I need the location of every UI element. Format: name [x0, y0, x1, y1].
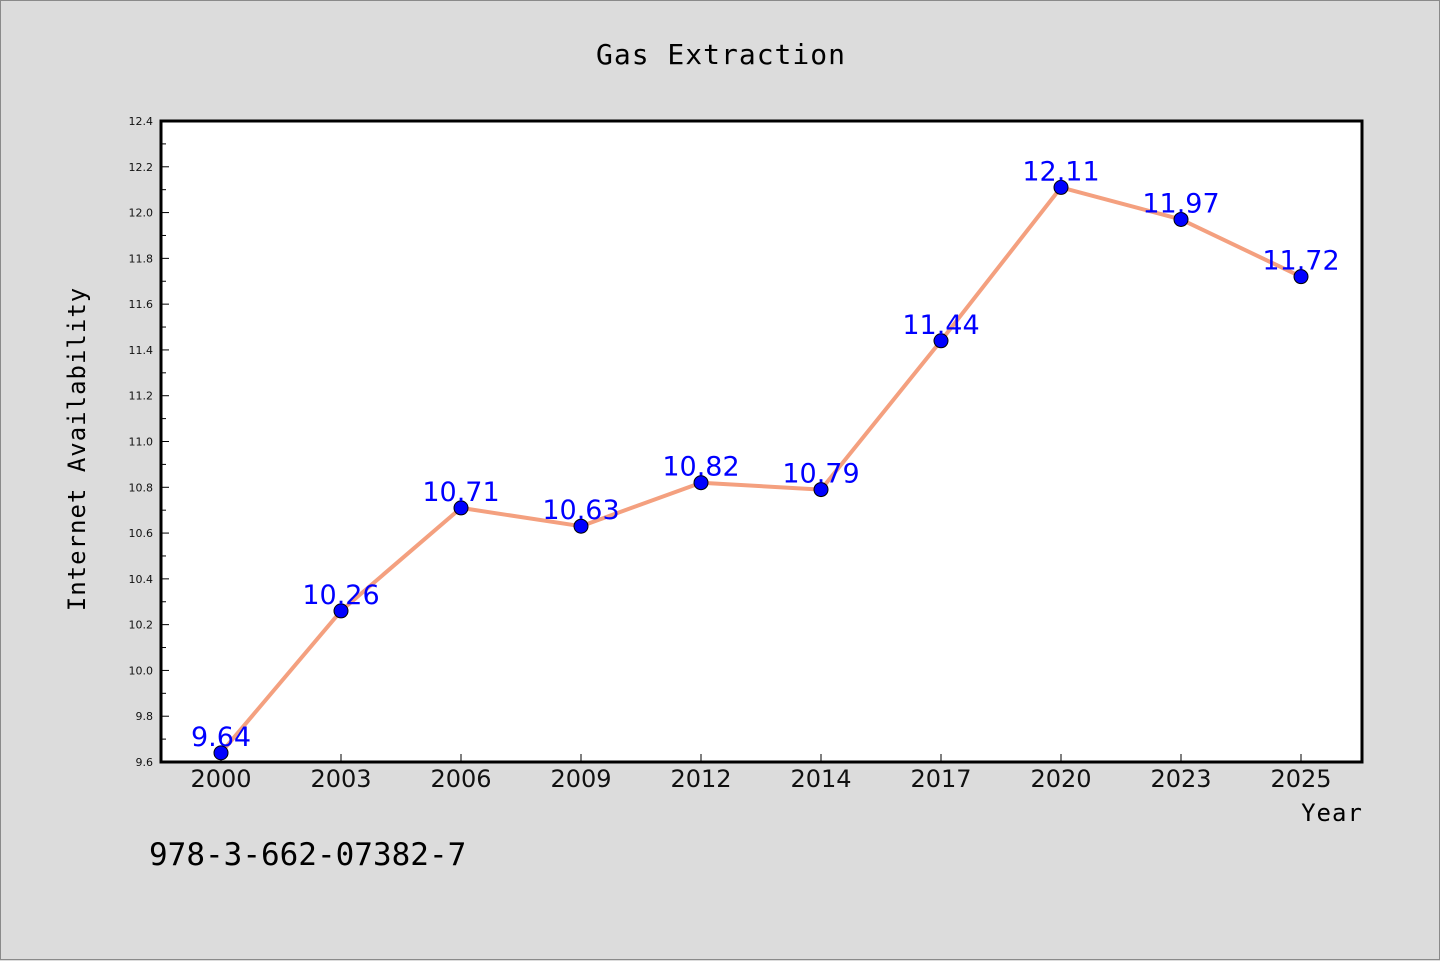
data-label: 10.26	[302, 580, 379, 611]
data-label: 9.64	[191, 722, 251, 753]
y-tick-label: 11.4	[129, 344, 154, 357]
x-tick-label: 2017	[910, 765, 971, 793]
data-labels: 9.64 10.26 10.71 10.63 10.82 10.79 11.44 12.11 1…	[191, 156, 1340, 752]
data-label: 10.82	[662, 452, 739, 483]
data-label: 10.71	[422, 477, 499, 508]
data-point	[1293, 269, 1309, 285]
series-lines	[219, 185, 1303, 755]
data-label: 11.97	[1142, 188, 1219, 219]
x-tick-label: 2023	[1150, 765, 1211, 793]
data-point	[813, 482, 829, 498]
plot-frame	[159, 119, 1364, 764]
y-axis-label: Internet Availability	[63, 287, 91, 611]
x-tick-label: 2014	[790, 765, 851, 793]
data-label: 10.79	[782, 459, 859, 490]
x-tick-label: 2006	[430, 765, 491, 793]
data-label: 11.72	[1262, 246, 1339, 277]
data-point	[1173, 211, 1189, 227]
y-tick-label: 12.2	[129, 161, 154, 174]
data-point	[933, 333, 949, 349]
data-point	[1053, 179, 1069, 195]
y-tick-label: 11.6	[129, 298, 154, 311]
y-tick-label: 12.4	[129, 115, 154, 128]
data-points	[213, 179, 1309, 761]
series-line	[219, 185, 1303, 755]
chart-title: Gas Extraction	[596, 38, 846, 71]
data-point	[573, 518, 589, 534]
y-tick-label: 11.2	[129, 390, 154, 403]
y-tick-label: 10.4	[129, 573, 154, 586]
plot-area	[161, 121, 1362, 762]
y-tick-label: 9.8	[136, 710, 154, 723]
x-tick-label: 2025	[1270, 765, 1331, 793]
x-axis-tick-labels: 2000 2003 2006 2009 2012 2014 2017 2020 2023 2025	[190, 765, 1331, 793]
x-tick-label: 2003	[310, 765, 371, 793]
data-point	[693, 475, 709, 491]
x-tick-label: 2009	[550, 765, 611, 793]
y-tick-label: 10.8	[129, 481, 154, 494]
data-label: 11.44	[902, 310, 979, 341]
x-tick-label: 2000	[190, 765, 251, 793]
x-axis-label: Year	[1301, 799, 1363, 827]
x-tick-label: 2020	[1030, 765, 1091, 793]
y-tick-label: 10.0	[129, 664, 154, 677]
data-point	[213, 745, 229, 761]
y-axis-tick-labels: 9.6 9.8 10.0 10.2 10.4 10.6 10.8 11.0 11.2 11.4 11…	[129, 115, 154, 769]
data-point	[453, 500, 469, 516]
y-tick-label: 10.2	[129, 619, 154, 632]
y-tick-label: 12.0	[129, 207, 154, 220]
data-label: 10.63	[542, 495, 619, 526]
data-label: 12.11	[1022, 156, 1099, 187]
y-tick-label: 10.6	[129, 527, 154, 540]
y-tick-label: 9.6	[136, 756, 154, 769]
data-point	[333, 603, 349, 619]
isbn-text: 978-3-662-07382-7	[149, 837, 466, 873]
y-tick-label: 11.8	[129, 252, 154, 265]
x-tick-label: 2012	[670, 765, 731, 793]
y-tick-label: 11.0	[129, 436, 154, 449]
